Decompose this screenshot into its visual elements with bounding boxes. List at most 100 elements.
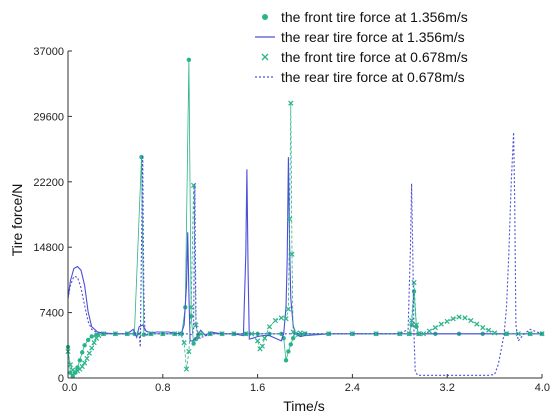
data-point xyxy=(266,324,273,330)
y-tick-label: 14800 xyxy=(33,242,64,254)
data-point xyxy=(288,100,294,106)
legend-item: the front tire force at 0.678m/s xyxy=(261,49,468,65)
y-tick-label: 22200 xyxy=(33,177,64,189)
data-point xyxy=(349,331,356,337)
data-point xyxy=(183,366,190,372)
data-point xyxy=(177,331,184,337)
series-line xyxy=(67,157,542,342)
data-point xyxy=(491,330,498,336)
data-point xyxy=(193,322,199,328)
y-tick-label: 7400 xyxy=(40,308,64,320)
legend-item: the rear tire force at 1.356m/s xyxy=(255,29,465,45)
data-point xyxy=(503,331,510,337)
data-point xyxy=(283,316,289,322)
data-point xyxy=(468,317,474,324)
data-point xyxy=(188,304,194,310)
series-line xyxy=(67,132,543,376)
data-point xyxy=(262,335,268,341)
legend-item: the rear tire force at 0.678m/s xyxy=(255,69,465,85)
legend-dot-icon xyxy=(262,14,268,20)
data-point xyxy=(254,338,261,344)
x-tick-label: 3.2 xyxy=(440,382,455,394)
y-axis-label: Tire force/N xyxy=(9,184,25,257)
data-point xyxy=(462,315,468,321)
data-point xyxy=(444,318,450,325)
data-point xyxy=(411,279,417,286)
data-point xyxy=(456,314,462,320)
data-point xyxy=(450,316,456,322)
data-point xyxy=(286,349,291,354)
data-point xyxy=(77,358,83,363)
x-tick-label: 2.4 xyxy=(345,382,360,394)
data-point xyxy=(420,331,427,337)
data-point xyxy=(191,341,196,346)
data-point xyxy=(292,331,299,337)
y-tick-label: 29600 xyxy=(33,111,64,123)
data-point xyxy=(527,331,533,337)
data-point xyxy=(409,317,415,324)
data-point xyxy=(89,334,94,339)
series-4 xyxy=(67,132,543,376)
data-point xyxy=(397,331,403,337)
data-point xyxy=(198,331,204,337)
data-point xyxy=(373,331,379,337)
x-tick-label: 1.6 xyxy=(250,382,265,394)
data-point xyxy=(432,324,438,331)
x-axis-label: Time/s xyxy=(283,398,324,414)
data-point xyxy=(272,317,278,324)
legend-item: the front tire force at 1.356m/s xyxy=(262,9,468,25)
data-point xyxy=(285,306,292,312)
data-point xyxy=(474,321,480,327)
data-point xyxy=(409,322,414,328)
data-point xyxy=(539,331,545,337)
data-point xyxy=(278,315,284,321)
series-3 xyxy=(65,100,545,375)
y-tick-label: 37000 xyxy=(33,46,64,58)
data-point xyxy=(84,355,90,362)
data-point xyxy=(67,362,73,368)
legend-label: the rear tire force at 0.678m/s xyxy=(281,69,465,85)
x-tick-label: 0.8 xyxy=(155,382,170,394)
data-point xyxy=(297,330,303,336)
data-point xyxy=(186,57,192,63)
data-point xyxy=(480,324,486,331)
x-tick-label: 0.0 xyxy=(62,382,77,394)
data-point xyxy=(426,328,433,334)
data-point xyxy=(289,251,295,257)
data-point xyxy=(81,360,88,366)
data-point xyxy=(515,331,521,337)
data-point xyxy=(416,331,422,337)
data-point xyxy=(181,340,187,346)
data-point xyxy=(249,331,255,337)
data-point xyxy=(290,336,296,341)
data-point xyxy=(288,342,293,347)
legend-label: the front tire force at 0.678m/s xyxy=(281,49,468,65)
data-point xyxy=(413,322,420,328)
data-point xyxy=(283,358,289,363)
data-point xyxy=(189,313,194,319)
x-tick-label: 4.0 xyxy=(535,382,550,394)
data-point xyxy=(79,363,85,370)
data-point xyxy=(259,343,265,349)
data-point xyxy=(486,327,492,333)
data-point xyxy=(82,343,87,348)
data-point xyxy=(86,350,92,356)
legend-label: the front tire force at 1.356m/s xyxy=(281,9,468,25)
legend: the front tire force at 1.356m/s the rear… xyxy=(255,9,468,85)
legend-label: the rear tire force at 1.356m/s xyxy=(281,29,465,45)
data-point xyxy=(91,340,97,346)
series-2 xyxy=(67,157,542,342)
data-point xyxy=(80,350,85,355)
data-point xyxy=(96,332,102,339)
series-line xyxy=(67,103,542,373)
data-point xyxy=(89,345,95,351)
data-point xyxy=(286,216,293,222)
data-point xyxy=(438,321,444,327)
y-tick-label: 0 xyxy=(58,373,64,385)
data-point xyxy=(186,348,192,355)
data-point xyxy=(70,374,75,379)
legend-x-icon xyxy=(261,53,269,61)
data-point xyxy=(406,331,412,337)
data-point xyxy=(326,331,332,337)
